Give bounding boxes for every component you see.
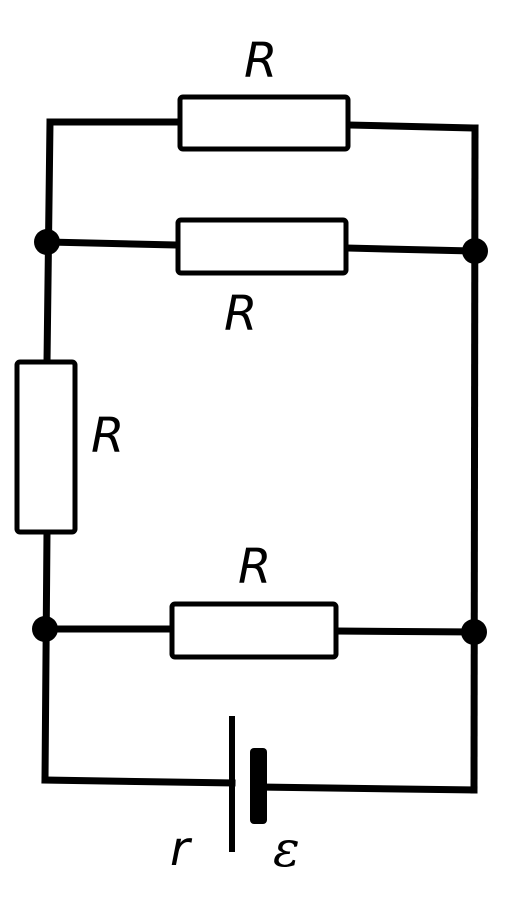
junction-node-upper-left bbox=[34, 229, 60, 255]
wire-bottom-right bbox=[332, 627, 478, 636]
wire-upper-left bbox=[43, 238, 182, 249]
label-resistor-top: R bbox=[244, 33, 277, 89]
resistor-left bbox=[14, 359, 78, 535]
resistor-top bbox=[177, 94, 351, 152]
wire-battery-left bbox=[41, 776, 236, 787]
label-internal-resistance: r bbox=[170, 821, 193, 877]
junction-node-lower-right bbox=[461, 619, 487, 645]
wire-upper-right bbox=[342, 244, 479, 255]
label-resistor-bottom: R bbox=[238, 539, 271, 595]
junction-node-upper-right bbox=[462, 238, 488, 264]
wire-right bbox=[470, 124, 479, 794]
wire-left-bottom bbox=[41, 528, 51, 784]
battery bbox=[229, 716, 267, 852]
junction-node-lower-left bbox=[32, 616, 58, 642]
wire-battery-right bbox=[256, 783, 478, 794]
label-emf: ε bbox=[273, 820, 300, 878]
battery-short-plate bbox=[250, 748, 267, 824]
label-resistor-upper-middle: R bbox=[224, 286, 257, 342]
wire-top-right bbox=[344, 121, 479, 132]
resistor-bottom bbox=[169, 601, 339, 660]
label-resistor-left: R bbox=[91, 408, 124, 464]
resistor-upper-middle bbox=[175, 217, 349, 276]
